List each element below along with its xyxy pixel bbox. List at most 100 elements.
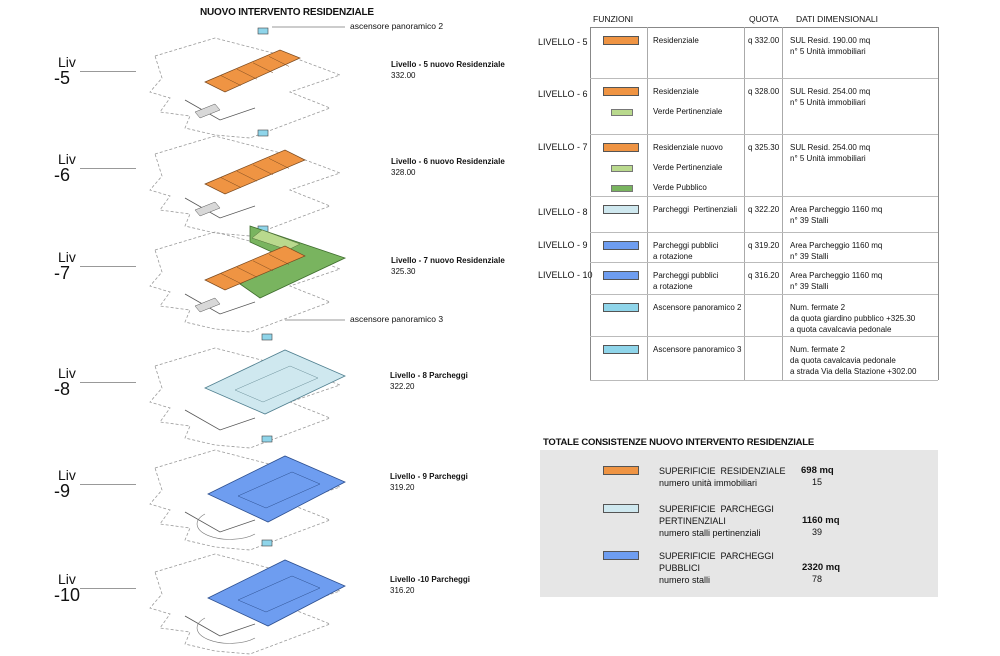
level-quota: 316.20 [390,586,415,595]
legend-label: Residenziale [653,87,699,96]
unit-divider [252,260,274,272]
floor-outline-edge [184,615,256,637]
table-col-line [938,27,939,380]
level-name: Livello - 5 nuovo Residenziale [391,60,505,69]
floor-outline-edge [184,197,256,219]
unit-divider [220,75,242,86]
table-level-label: LIVELLO - 10 [538,270,593,280]
legend-label: Verde Pubblico [653,183,707,192]
table-dimensional-data: Num. fermate 2 [790,345,846,354]
unit-divider [236,68,258,80]
level-number: -10 [54,585,81,605]
summary-title: TOTALE CONSISTENZE NUOVO INTERVENTO RESI… [543,437,815,448]
table-dimensional-data: SUL Resid. 254.00 mq [790,87,871,96]
parking-aisle [237,471,321,509]
level-name: Livello - 9 Parcheggi [390,472,468,481]
table-row-line [590,232,938,233]
legend-label: Residenziale nuovo [653,143,723,152]
summary-sub-value: 39 [812,527,823,537]
unit-divider [268,254,290,265]
level-quota: 332.00 [391,71,416,80]
table-dimensional-data: Area Parcheggio 1160 mq [790,205,883,214]
table-row-line [590,196,938,197]
level-quota: 322.20 [390,382,415,391]
parking-aisle [234,365,319,403]
level-liv-label: Liv [58,151,76,167]
table-col-line [782,27,783,380]
parking-aisle [237,575,321,613]
level-name: Livello -10 Parcheggi [390,575,471,584]
level-leader-line [80,588,136,589]
legend-swatch [603,271,639,280]
level-name: Livello - 8 Parcheggi [390,371,468,380]
level-number: -7 [54,263,71,283]
table-quota: q 332.00 [748,36,780,45]
summary-value: 2320 mq [802,562,841,573]
table-dimensional-data: n° 39 Stalli [790,252,829,261]
unit-divider [220,177,242,188]
table-dimensional-data: da quota cavalcavia pedonale [790,356,896,365]
table-dimensional-data: n° 5 Unità immobiliari [790,154,866,163]
legend-label: Verde Pertinenziale [653,163,723,172]
legend-swatch [603,36,639,45]
table-dimensional-data: a quota cavalcavia pedonale [790,325,892,334]
floor-outline-edge [184,293,256,315]
summary-label: SUPERIFICIE PARCHEGGI PERTINENZIALI [659,504,774,526]
level-quota: 325.30 [391,267,416,276]
floor-outline [149,37,342,139]
level-leader-line [80,266,136,267]
level-liv-label: Liv [58,467,76,483]
stair-core [194,103,221,119]
level-quota: 319.20 [390,483,415,492]
level-liv-label: Liv [58,54,76,70]
ascensore-top-label: ascensore panoramico 2 [350,21,444,31]
floor-outline-edge [184,99,256,121]
table-dimensional-data: a strada Via della Stazione +302.00 [790,367,917,376]
table-dimensional-data: da quota giardino pubblico +325.30 [790,314,916,323]
table-quota: q 322.20 [748,205,780,214]
legend-label: Parcheggi pubblici a rotazione [653,241,719,261]
header-dati: DATI DIMENSIONALI [796,14,879,24]
table-row-line [590,336,938,337]
legend-swatch [603,87,639,96]
level-leader-line [80,484,136,485]
summary-sub-label: numero stalli pertinenziali [659,528,761,538]
unit-divider [252,62,274,74]
summary-sub-value: 78 [812,574,823,584]
legend-swatch [603,241,639,250]
header-quota: QUOTA [749,14,779,24]
level-leader-line [80,168,136,169]
table-dimensional-data: n° 5 Unità immobiliari [790,98,866,107]
table-level-label: LIVELLO - 6 [538,89,588,99]
summary-swatch [603,504,639,513]
stair-core [194,201,221,217]
unit-divider [268,56,290,67]
table-col-line [590,27,591,380]
level-name: Livello - 6 nuovo Residenziale [391,157,505,166]
summary-label: SUPERIFICIE RESIDENZIALE [659,466,786,476]
legend-label: Verde Pertinenziale [653,107,723,116]
summary-swatch [603,551,639,560]
table-row-line [590,380,938,381]
legend-swatch [611,185,633,192]
legend-swatch [611,109,633,116]
summary-sub-value: 15 [812,477,823,487]
table-level-label: LIVELLO - 7 [538,142,588,152]
table-dimensional-data: SUL Resid. 254.00 mq [790,143,871,152]
floor-outline-edge [184,511,256,533]
level-number: -5 [54,68,71,88]
floor-outline [149,135,342,237]
level-leader-line [80,71,136,72]
summary-value: 698 mq [801,465,834,476]
elevator-icon [257,129,269,137]
table-row-line [590,262,938,263]
table-quota: q 325.30 [748,143,780,152]
header-funzioni: FUNZIONI [593,14,634,24]
table-dimensional-data: n° 5 Unità immobiliari [790,47,866,56]
table-dimensional-data: SUL Resid. 190.00 mq [790,36,871,45]
level-number: -8 [54,379,71,399]
residential-block [204,245,306,291]
table-dimensional-data: n° 39 Stalli [790,216,829,225]
ramp-curve [196,513,256,540]
